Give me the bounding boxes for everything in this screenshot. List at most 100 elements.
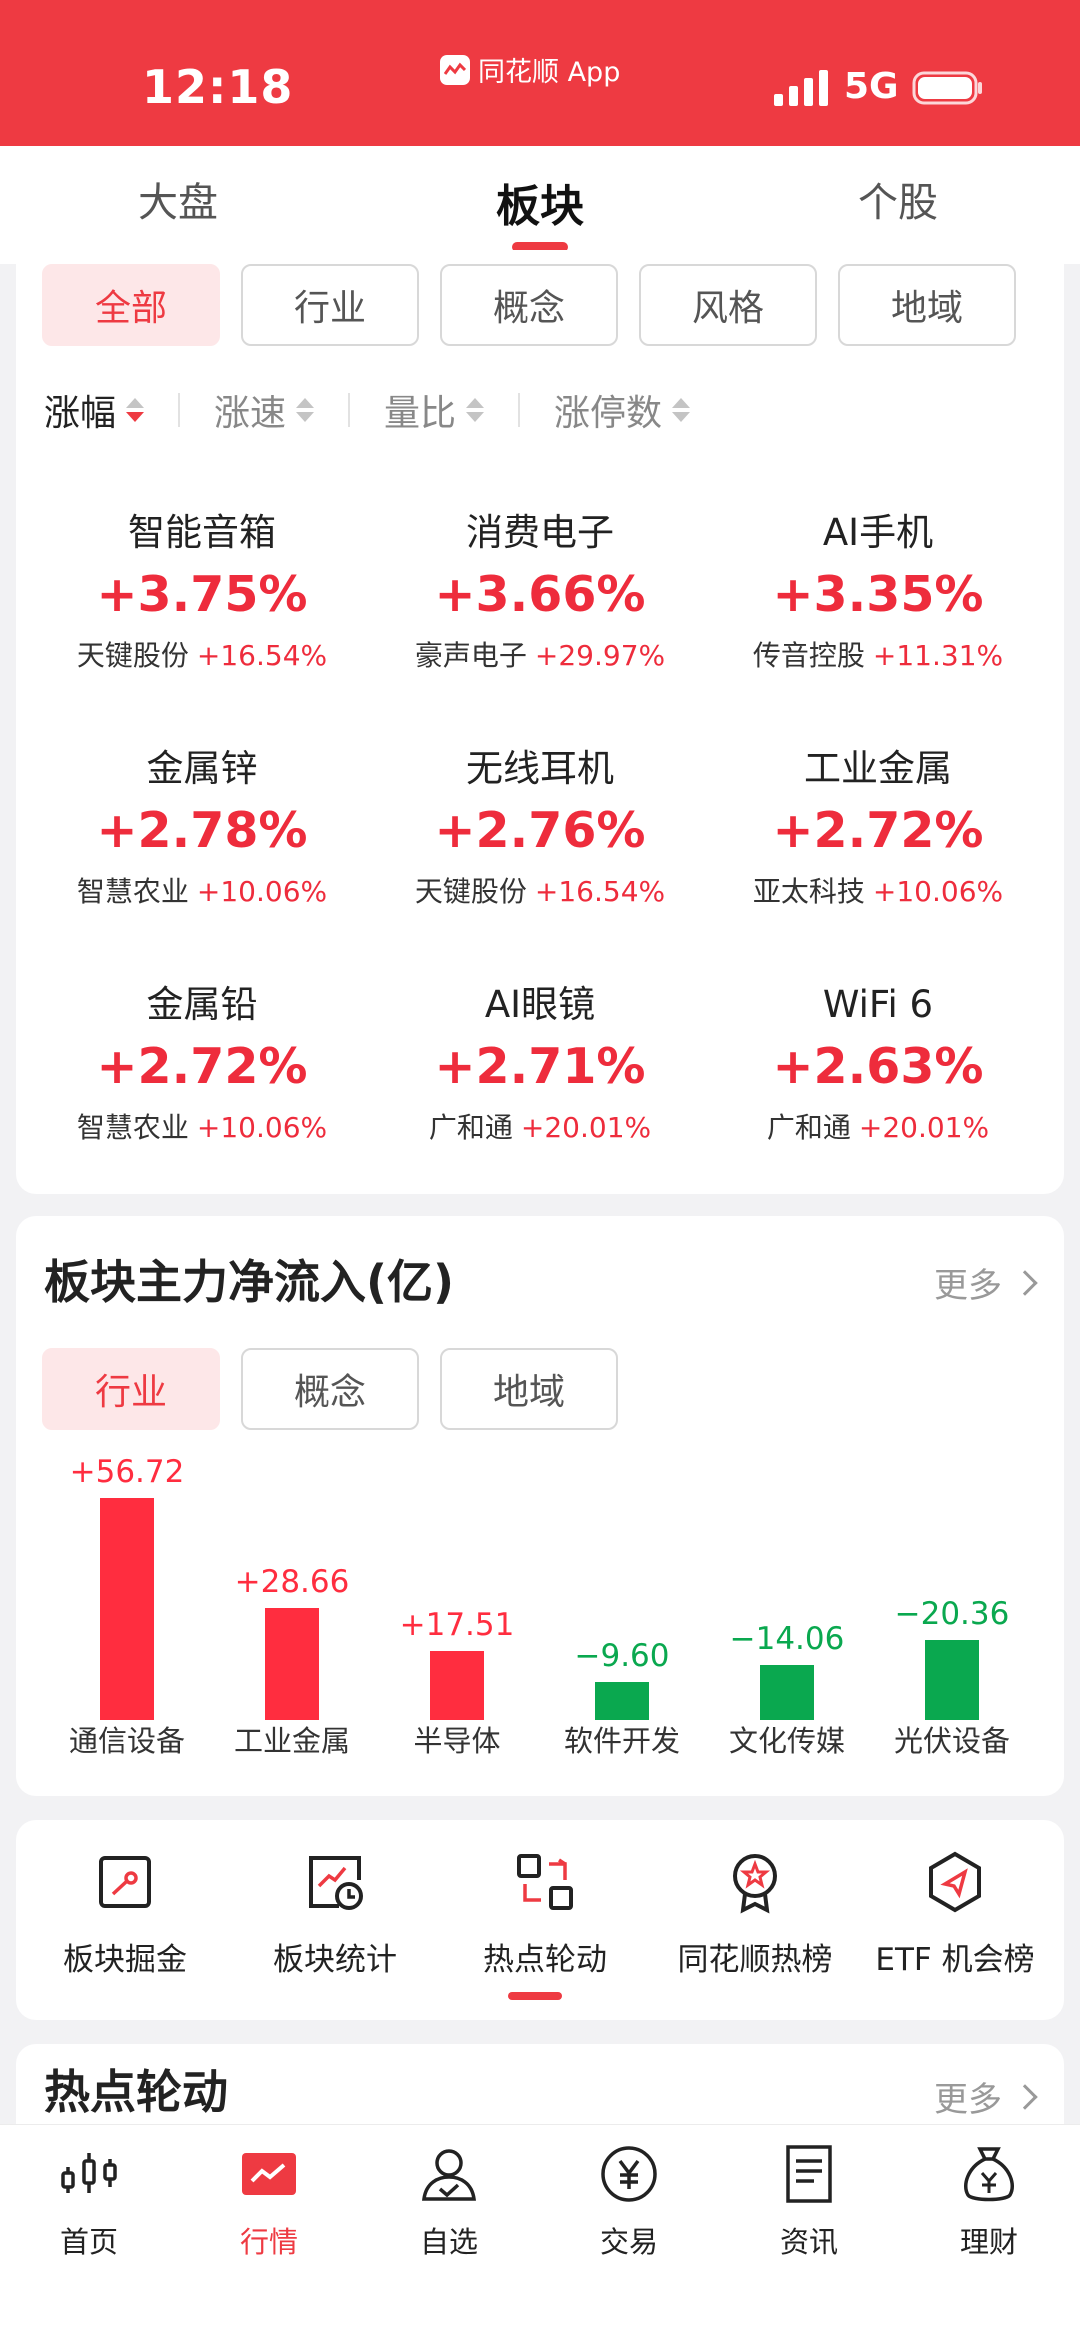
tab-sectors[interactable]: 板块 — [496, 181, 584, 232]
sector-change: +3.66% — [434, 566, 646, 623]
flow-category-label: 通信设备 — [68, 1724, 185, 1758]
flow-value-label: −20.36 — [894, 1596, 1010, 1633]
leader-change: +11.31% — [872, 639, 1004, 672]
filter-industry[interactable]: 行业 — [241, 264, 419, 346]
flow-value-label: −14.06 — [729, 1620, 845, 1657]
sector-leader: 天键股份 +16.54% — [370, 872, 710, 912]
sector-name: 消费电子 — [466, 511, 614, 554]
hotspot-rotation-icon — [517, 1854, 573, 1910]
yuan-coin-icon — [601, 2146, 657, 2202]
tab-market[interactable]: 大盘 — [138, 180, 218, 226]
sector-ranking-card — [16, 250, 1064, 1194]
sort-speed[interactable]: 涨速 — [214, 384, 315, 436]
tool-label: 热点轮动 — [483, 1942, 607, 1978]
sort-change-label: 涨幅 — [44, 393, 117, 434]
nav-wealth[interactable]: 理财 — [914, 2143, 1064, 2261]
filter-concept[interactable]: 概念 — [440, 264, 618, 346]
sort-change[interactable]: 涨幅 — [44, 384, 145, 436]
leader-name: 广和通 — [766, 1111, 851, 1144]
sector-change: +2.63% — [772, 1038, 984, 1095]
more-label: 更多 — [934, 2080, 1002, 2120]
divider — [348, 393, 351, 427]
leader-name: 天键股份 — [414, 875, 527, 908]
sector-card[interactable]: 无线耳机 +2.76% 天键股份 +16.54% — [370, 744, 710, 912]
nav-market[interactable]: 行情 — [194, 2143, 344, 2261]
sector-change: +2.78% — [96, 802, 308, 859]
filter-style[interactable]: 风格 — [639, 264, 817, 346]
sort-limit-up[interactable]: 涨停数 — [554, 384, 691, 436]
tool-hot-list[interactable]: 同花顺热榜 — [650, 1850, 860, 1979]
nav-news[interactable]: 资讯 — [734, 2143, 884, 2261]
bottom-nav: 首页 行情 自选 交易 资讯 理 — [0, 2124, 1080, 2349]
flow-tab-industry[interactable]: 行业 — [42, 1348, 220, 1430]
sector-change: +2.72% — [772, 802, 984, 859]
sort-limit-up-label: 涨停数 — [554, 393, 663, 434]
sector-card[interactable]: 工业金属 +2.72% 亚太科技 +10.06% — [708, 744, 1048, 912]
sort-bar: 涨幅 涨速 量比 涨停数 — [44, 380, 691, 440]
tab-stocks[interactable]: 个股 — [858, 180, 938, 226]
leader-name: 亚太科技 — [752, 875, 865, 908]
market-trend-icon — [242, 2153, 296, 2195]
leader-change: +20.01% — [858, 1111, 990, 1144]
filter-region[interactable]: 地域 — [838, 264, 1016, 346]
sector-change: +3.75% — [96, 566, 308, 623]
sector-card[interactable]: 金属铅 +2.72% 智慧农业 +10.06% — [32, 980, 372, 1148]
tool-sector-stats[interactable]: 板块统计 — [230, 1850, 440, 1979]
nav-label: 首页 — [59, 2225, 118, 2259]
nav-watchlist[interactable]: 自选 — [374, 2143, 524, 2261]
flow-category-label: 软件开发 — [563, 1724, 680, 1758]
nav-home[interactable]: 首页 — [14, 2143, 164, 2261]
fund-flow-card: 板块主力净流入(亿) 更多 行业 概念 地域 +56.72 通信设备 +28.66 工… — [16, 1216, 1064, 1796]
sector-card[interactable]: AI手机 +3.35% 传音控股 +11.31% — [708, 508, 1048, 676]
sector-gold-icon — [99, 1856, 151, 1908]
user-check-icon — [422, 2149, 476, 2201]
sort-volume-ratio-label: 量比 — [384, 393, 457, 434]
sector-name: AI眼镜 — [484, 983, 596, 1026]
leader-name: 智慧农业 — [76, 1111, 189, 1144]
more-label: 更多 — [934, 1266, 1002, 1306]
sector-card[interactable]: WiFi 6 +2.63% 广和通 +20.01% — [708, 980, 1048, 1148]
leader-change: +20.01% — [520, 1111, 652, 1144]
etf-opportunity-icon — [929, 1851, 981, 1913]
sort-volume-ratio[interactable]: 量比 — [384, 384, 485, 436]
flow-category-label: 工业金属 — [233, 1724, 350, 1758]
nav-trade[interactable]: 交易 — [554, 2143, 704, 2261]
tool-label: 同花顺热榜 — [677, 1942, 833, 1978]
flow-bar — [265, 1607, 319, 1720]
flow-bar — [100, 1498, 154, 1720]
tool-label: ETF 机会榜 — [875, 1942, 1035, 1978]
flow-tab-concept[interactable]: 概念 — [241, 1348, 419, 1430]
leader-name: 广和通 — [428, 1111, 513, 1144]
leader-change: +10.06% — [872, 875, 1004, 908]
sector-stats-icon — [309, 1856, 363, 1910]
sector-card[interactable]: 智能音箱 +3.75% 天键股份 +16.54% — [32, 508, 372, 676]
tool-sector-gold[interactable]: 板块掘金 — [20, 1850, 230, 1979]
sector-card[interactable]: 金属锌 +2.78% 智慧农业 +10.06% — [32, 744, 372, 912]
leader-name: 智慧农业 — [76, 875, 189, 908]
leader-change: +29.97% — [534, 639, 666, 672]
battery-icon — [912, 71, 982, 105]
news-doc-icon — [786, 2145, 832, 2203]
fund-flow-more-link[interactable]: 更多 — [934, 1258, 1038, 1307]
tool-hotspot-rotation[interactable]: 热点轮动 — [440, 1850, 650, 1979]
top-tabs: 大盘 板块 个股 — [0, 146, 1080, 264]
flow-tab-region[interactable]: 地域 — [440, 1348, 618, 1430]
sector-change: +2.72% — [96, 1038, 308, 1095]
sector-leader: 豪声电子 +29.97% — [370, 636, 710, 676]
hot-rotation-more-link[interactable]: 更多 — [934, 2072, 1038, 2121]
flow-bar — [430, 1651, 484, 1720]
nav-label: 理财 — [959, 2225, 1018, 2259]
flow-category-label: 文化传媒 — [728, 1724, 845, 1758]
sector-leader: 传音控股 +11.31% — [708, 636, 1048, 676]
filter-all[interactable]: 全部 — [42, 264, 220, 346]
signal-icon — [774, 70, 828, 106]
nav-label: 交易 — [599, 2225, 658, 2259]
candlestick-icon — [61, 2153, 117, 2193]
tool-etf-opportunity[interactable]: ETF 机会榜 — [850, 1850, 1060, 1979]
sort-icon — [672, 398, 691, 422]
sector-card[interactable]: AI眼镜 +2.71% 广和通 +20.01% — [370, 980, 710, 1148]
chevron-right-icon — [1012, 2083, 1038, 2110]
leader-name: 天键股份 — [76, 639, 189, 672]
sector-card[interactable]: 消费电子 +3.66% 豪声电子 +29.97% — [370, 508, 710, 676]
leader-name: 传音控股 — [752, 639, 865, 672]
